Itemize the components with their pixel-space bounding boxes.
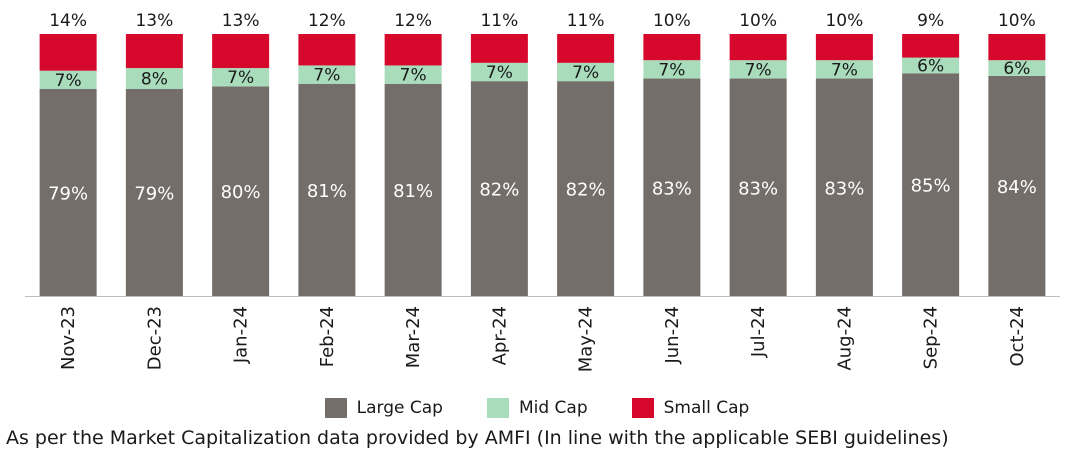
bar-small-cap-jun-24 xyxy=(643,34,701,61)
data-label-large-cap-jan-24: 80% xyxy=(221,182,261,203)
data-label-large-cap-oct-24: 84% xyxy=(997,177,1037,198)
bar-large-cap-sep-24 xyxy=(902,73,960,296)
legend-item-mid-cap: Mid Cap xyxy=(486,398,588,418)
data-label-small-cap-jan-24: 13% xyxy=(222,11,260,31)
x-tick-label-aug-24: Aug-24 xyxy=(834,306,855,371)
data-label-mid-cap-jun-24: 7% xyxy=(658,60,685,80)
bar-mid-cap-dec-23 xyxy=(125,68,183,90)
data-label-small-cap-nov-23: 14% xyxy=(49,11,87,31)
bar-mid-cap-may-24 xyxy=(557,62,615,82)
x-tick-label-may-24: May-24 xyxy=(576,306,597,372)
data-label-mid-cap-dec-23: 8% xyxy=(141,70,168,90)
footnote: As per the Market Capitalization data pr… xyxy=(6,427,949,449)
data-label-small-cap-apr-24: 11% xyxy=(480,11,518,31)
data-label-large-cap-feb-24: 81% xyxy=(307,181,347,202)
bar-mid-cap-sep-24 xyxy=(902,57,960,74)
data-label-small-cap-dec-23: 13% xyxy=(135,11,173,31)
x-tick-label-oct-24: Oct-24 xyxy=(1007,306,1028,367)
bar-mid-cap-jun-24 xyxy=(643,60,701,79)
bar-small-cap-jan-24 xyxy=(212,34,270,69)
data-label-large-cap-jun-24: 83% xyxy=(652,178,692,199)
data-label-large-cap-sep-24: 85% xyxy=(911,176,951,197)
x-tick-label-jul-24: Jul-24 xyxy=(748,306,769,358)
x-tick-label-jun-24: Jun-24 xyxy=(662,306,683,365)
bar-large-cap-nov-23 xyxy=(39,89,97,297)
bar-small-cap-dec-23 xyxy=(125,34,183,69)
bar-small-cap-may-24 xyxy=(557,34,615,63)
x-tick-label-jan-24: Jan-24 xyxy=(231,306,252,364)
bar-large-cap-aug-24 xyxy=(815,78,873,296)
data-label-mid-cap-aug-24: 7% xyxy=(831,60,858,80)
data-label-mid-cap-feb-24: 7% xyxy=(313,66,340,86)
legend-label-mid-cap: Mid Cap xyxy=(518,398,588,418)
legend-item-large-cap: Large Cap xyxy=(324,398,443,418)
bar-large-cap-jan-24 xyxy=(212,86,270,297)
x-tick-label-apr-24: Apr-24 xyxy=(489,306,510,365)
data-label-large-cap-apr-24: 82% xyxy=(479,180,519,201)
bar-small-cap-apr-24 xyxy=(470,34,528,63)
stacked-bar-chart: 79% 7% 14% 79% 8% 13% 80% 7% 13% 81% 7% 12% 81% 7% 12%… xyxy=(25,11,1060,372)
x-tick-label-mar-24: Mar-24 xyxy=(403,306,424,368)
bars-layer: 79% 7% 14% 79% 8% 13% 80% 7% 13% 81% 7% 12% 81% 7% 12%… xyxy=(39,11,1046,297)
x-tick-labels: Nov-23 Dec-23 Jan-24 Feb-24 Mar-24 Apr-24 May-… xyxy=(58,306,1028,372)
data-label-small-cap-mar-24: 12% xyxy=(394,11,432,31)
data-label-large-cap-mar-24: 81% xyxy=(393,181,433,202)
bar-mid-cap-apr-24 xyxy=(470,62,528,82)
data-label-large-cap-jul-24: 83% xyxy=(738,178,778,199)
data-label-mid-cap-apr-24: 7% xyxy=(486,63,513,83)
bar-mid-cap-jul-24 xyxy=(729,60,787,79)
data-label-small-cap-feb-24: 12% xyxy=(308,11,346,31)
data-label-small-cap-aug-24: 10% xyxy=(825,11,863,31)
data-label-large-cap-aug-24: 83% xyxy=(824,178,864,199)
data-label-small-cap-jul-24: 10% xyxy=(739,11,777,31)
data-label-large-cap-dec-23: 79% xyxy=(134,184,174,205)
data-label-mid-cap-mar-24: 7% xyxy=(400,66,427,86)
bar-mid-cap-jan-24 xyxy=(212,68,270,87)
bar-large-cap-jul-24 xyxy=(729,78,787,296)
legend-item-small-cap: Small Cap xyxy=(631,398,750,418)
data-label-mid-cap-jul-24: 7% xyxy=(745,60,772,80)
x-tick-label-feb-24: Feb-24 xyxy=(317,306,338,367)
data-label-small-cap-jun-24: 10% xyxy=(653,11,691,31)
x-tick-label-sep-24: Sep-24 xyxy=(921,306,942,369)
data-label-mid-cap-may-24: 7% xyxy=(572,63,599,83)
data-label-mid-cap-nov-23: 7% xyxy=(55,71,82,91)
bar-large-cap-jun-24 xyxy=(643,78,701,296)
legend-label-large-cap: Large Cap xyxy=(356,398,443,418)
data-label-small-cap-oct-24: 10% xyxy=(998,11,1036,31)
data-label-mid-cap-oct-24: 6% xyxy=(1003,59,1030,79)
x-tick-label-nov-23: Nov-23 xyxy=(58,306,79,370)
bar-large-cap-mar-24 xyxy=(384,83,442,296)
legend-swatch-large-cap xyxy=(324,398,347,418)
legend-label-small-cap: Small Cap xyxy=(663,398,750,418)
data-label-mid-cap-sep-24: 6% xyxy=(917,56,944,76)
bar-large-cap-apr-24 xyxy=(470,81,528,296)
bar-small-cap-feb-24 xyxy=(298,34,356,66)
bar-large-cap-oct-24 xyxy=(988,75,1046,296)
data-label-large-cap-nov-23: 79% xyxy=(48,184,88,205)
bar-mid-cap-mar-24 xyxy=(384,65,442,84)
legend-swatch-mid-cap xyxy=(486,398,509,418)
bar-small-cap-oct-24 xyxy=(988,34,1046,61)
legend-swatch-small-cap xyxy=(631,398,654,418)
legend: Large Cap Mid Cap Small Cap xyxy=(0,393,1074,423)
bar-small-cap-mar-24 xyxy=(384,34,442,66)
bar-small-cap-jul-24 xyxy=(729,34,787,61)
bar-large-cap-dec-23 xyxy=(125,89,183,297)
data-label-small-cap-sep-24: 9% xyxy=(917,11,944,31)
bar-small-cap-sep-24 xyxy=(902,34,960,58)
bar-large-cap-may-24 xyxy=(557,81,615,296)
data-label-small-cap-may-24: 11% xyxy=(567,11,605,31)
bar-mid-cap-oct-24 xyxy=(988,60,1046,76)
bar-large-cap-feb-24 xyxy=(298,83,356,296)
bar-small-cap-nov-23 xyxy=(39,34,97,71)
bar-small-cap-aug-24 xyxy=(815,34,873,61)
bar-mid-cap-feb-24 xyxy=(298,65,356,84)
bar-mid-cap-aug-24 xyxy=(815,60,873,79)
x-tick-label-dec-23: Dec-23 xyxy=(144,306,165,370)
bar-mid-cap-nov-23 xyxy=(39,70,97,90)
data-label-mid-cap-jan-24: 7% xyxy=(227,68,254,88)
data-label-large-cap-may-24: 82% xyxy=(566,180,606,201)
